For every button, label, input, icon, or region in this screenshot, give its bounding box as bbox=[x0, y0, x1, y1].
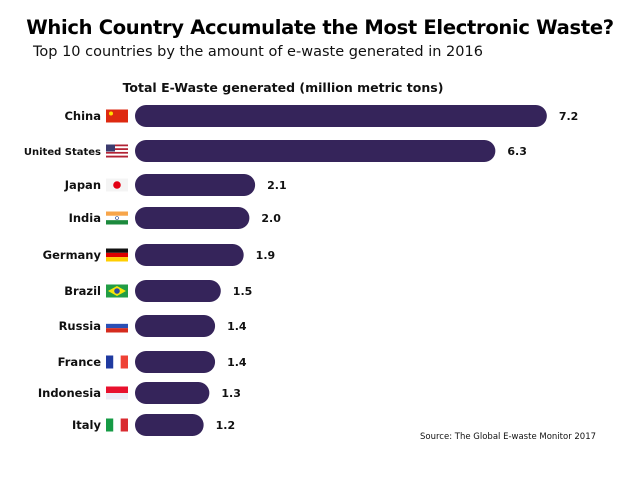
bar-row: Italy 1.2 bbox=[72, 414, 235, 436]
brazil-flag-icon bbox=[106, 284, 128, 298]
bar bbox=[135, 244, 244, 266]
bar bbox=[135, 280, 221, 302]
category-label: Germany bbox=[43, 248, 102, 262]
category-label: France bbox=[58, 355, 102, 369]
category-label: Russia bbox=[59, 319, 101, 333]
source-note: Source: The Global E-waste Monitor 2017 bbox=[420, 432, 597, 442]
value-label: 1.5 bbox=[233, 285, 253, 298]
value-label: 2.1 bbox=[267, 179, 287, 192]
value-label: 7.2 bbox=[559, 110, 579, 123]
category-label: Japan bbox=[64, 178, 101, 192]
value-label: 2.0 bbox=[261, 212, 281, 225]
japan-flag-icon bbox=[106, 178, 128, 192]
bar bbox=[135, 382, 210, 404]
bar-row: Indonesia 1.3 bbox=[38, 382, 241, 404]
germany-flag-icon bbox=[106, 248, 128, 262]
category-label: Indonesia bbox=[38, 386, 101, 400]
chart-title: Which Country Accumulate the Most Electr… bbox=[26, 16, 614, 39]
bar bbox=[135, 351, 216, 373]
category-label: United States bbox=[24, 147, 101, 158]
bar bbox=[135, 207, 250, 229]
italy-flag-icon bbox=[106, 418, 128, 432]
value-label: 6.3 bbox=[507, 145, 527, 158]
bar-row: United States 6.3 bbox=[24, 140, 527, 162]
usa-flag-icon bbox=[106, 144, 128, 158]
bar bbox=[135, 105, 547, 127]
bar-row: India 2.0 bbox=[69, 207, 281, 229]
france-flag-icon bbox=[106, 355, 128, 369]
bar bbox=[135, 174, 256, 196]
bar-row: China 7.2 bbox=[64, 105, 578, 127]
china-flag-icon bbox=[106, 109, 128, 123]
bar-row: France 1.4 bbox=[58, 351, 247, 373]
bar-row: Japan 2.1 bbox=[64, 174, 287, 196]
value-label: 1.4 bbox=[227, 356, 247, 369]
bar bbox=[135, 140, 496, 162]
value-label: 1.4 bbox=[227, 320, 247, 333]
indonesia-flag-icon bbox=[106, 386, 128, 400]
value-label: 1.2 bbox=[216, 419, 236, 432]
category-label: China bbox=[64, 109, 101, 123]
category-label: Brazil bbox=[64, 284, 101, 298]
value-label: 1.3 bbox=[221, 387, 241, 400]
category-label: India bbox=[69, 211, 101, 225]
bar-row: Russia 1.4 bbox=[59, 315, 247, 337]
value-label: 1.9 bbox=[256, 249, 276, 262]
axis-label: Total E-Waste generated (million metric … bbox=[123, 80, 444, 95]
bar-row: Germany 1.9 bbox=[43, 244, 276, 266]
category-label: Italy bbox=[72, 418, 101, 432]
bar bbox=[135, 414, 204, 436]
india-flag-icon bbox=[106, 211, 128, 225]
russia-flag-icon bbox=[106, 319, 128, 333]
bar bbox=[135, 315, 216, 337]
chart-subtitle: Top 10 countries by the amount of e-wast… bbox=[33, 44, 483, 60]
bar-row: Brazil 1.5 bbox=[64, 280, 252, 302]
